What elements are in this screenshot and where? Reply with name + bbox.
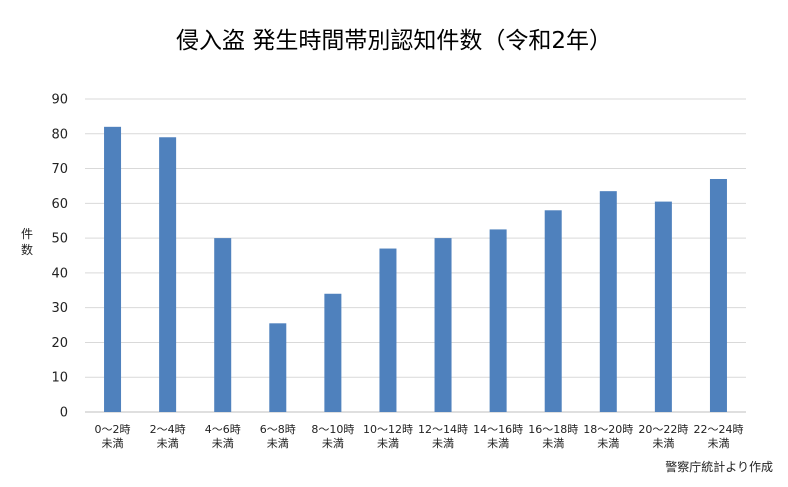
y-tick-label: 0 (60, 406, 68, 421)
y-tick-label: 60 (51, 197, 68, 212)
x-tick-label: 未満 (157, 437, 179, 450)
bar (159, 137, 177, 412)
bar (104, 126, 122, 413)
x-tick-label: 2〜4時 (150, 423, 186, 436)
x-tick-label: 22〜24時 (693, 423, 743, 436)
x-tick-labels: 0〜2時未満2〜4時未満4〜6時未満6〜8時未満8〜10時未満10〜12時未満1… (95, 423, 744, 450)
x-tick-label: 未満 (267, 437, 289, 450)
y-tick-label: 50 (51, 232, 68, 247)
x-tick-label: 16〜18時 (528, 423, 578, 436)
bar (654, 201, 672, 412)
bar (599, 191, 617, 412)
x-tick-label: 12〜14時 (418, 423, 468, 436)
x-tick-label: 18〜20時 (583, 423, 633, 436)
bar (489, 229, 507, 412)
x-tick-label: 10〜12時 (363, 423, 413, 436)
x-tick-label: 未満 (212, 437, 234, 450)
y-tick-label: 80 (51, 127, 68, 142)
x-tick-label: 未満 (322, 437, 344, 450)
x-tick-label: 4〜6時 (205, 423, 241, 436)
y-axis-label-char: 数 (21, 242, 33, 257)
y-axis-label: 件数 (21, 227, 33, 257)
x-tick-label: 未満 (377, 437, 399, 450)
x-tick-label: 6〜8時 (260, 423, 296, 436)
x-tick-label: 未満 (652, 437, 674, 450)
source-note: 警察庁統計より作成 (665, 459, 773, 474)
gridlines (85, 98, 746, 413)
bar (324, 293, 342, 412)
x-tick-label: 未満 (542, 437, 564, 450)
bar (709, 178, 727, 412)
x-tick-label: 未満 (487, 437, 509, 450)
bars (104, 126, 727, 413)
x-tick-label: 14〜16時 (473, 423, 523, 436)
x-tick-label: 未満 (102, 437, 124, 450)
chart-title: 侵入盗 発生時間帯別認知件数（令和2年） (176, 28, 612, 54)
bar (379, 248, 397, 412)
y-tick-label: 90 (51, 93, 68, 108)
bar (214, 238, 232, 412)
x-tick-label: 20〜22時 (638, 423, 688, 436)
y-axis-label-char: 件 (21, 227, 33, 241)
y-tick-label: 30 (51, 301, 68, 316)
bar (269, 323, 287, 412)
x-tick-label: 未満 (432, 437, 454, 450)
y-tick-label: 70 (51, 162, 68, 177)
x-tick-label: 未満 (707, 437, 729, 450)
x-tick-label: 未満 (597, 437, 619, 450)
y-tick-labels: 0 10 20 30 40 50 60 70 80 90 (51, 93, 68, 421)
x-tick-label: 0〜2時 (95, 423, 131, 436)
x-tick-label: 8〜10時 (311, 423, 354, 436)
y-tick-label: 10 (51, 371, 68, 386)
y-tick-label: 40 (51, 266, 68, 281)
bar (434, 238, 452, 412)
bar (544, 210, 562, 412)
y-tick-label: 20 (51, 336, 68, 351)
